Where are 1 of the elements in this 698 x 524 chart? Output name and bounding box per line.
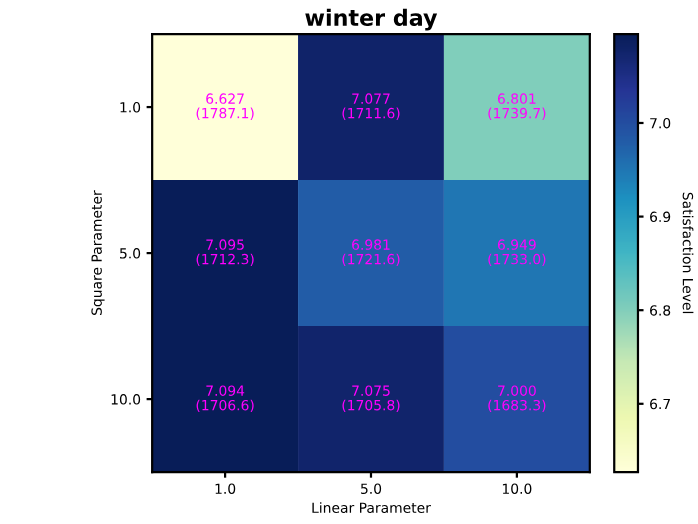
chart-title: winter day xyxy=(305,8,438,31)
